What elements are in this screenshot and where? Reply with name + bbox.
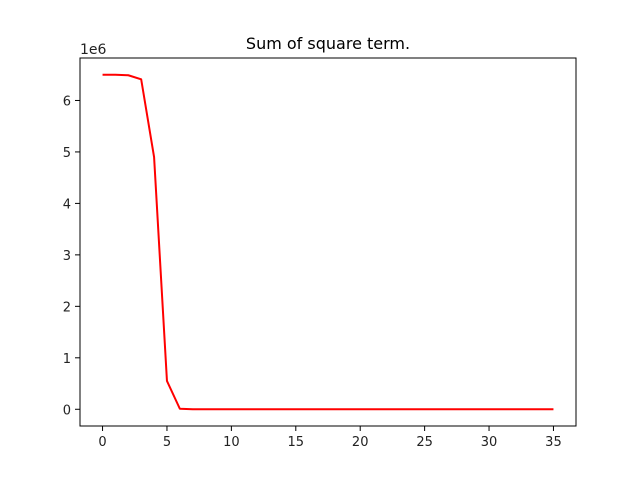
y-tick-label-4: 4 [63, 197, 71, 212]
y-tick-label-2: 2 [63, 300, 71, 315]
x-tick-label-35: 35 [545, 435, 562, 450]
chart-title: Sum of square term. [246, 34, 410, 53]
x-tick-label-0: 0 [98, 435, 106, 450]
x-tick-label-5: 5 [163, 435, 171, 450]
y-tick-label-5: 5 [63, 146, 71, 161]
y-tick-label-3: 3 [63, 249, 71, 264]
x-tick-label-25: 25 [416, 435, 433, 450]
x-tick-label-10: 10 [223, 435, 240, 450]
y-offset-label: 1e6 [80, 42, 107, 58]
y-tick-label-0: 0 [63, 403, 71, 418]
y-tick-label-1: 1 [63, 352, 71, 367]
y-tick-label-6: 6 [63, 94, 71, 109]
x-tick-label-20: 20 [352, 435, 369, 450]
x-tick-label-15: 15 [288, 435, 305, 450]
x-tick-label-30: 30 [481, 435, 498, 450]
